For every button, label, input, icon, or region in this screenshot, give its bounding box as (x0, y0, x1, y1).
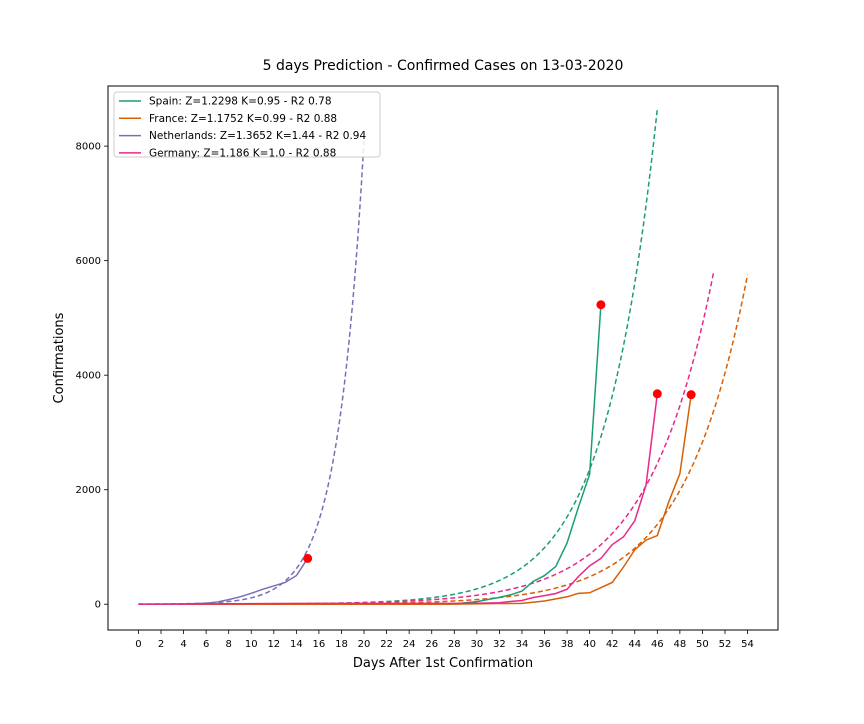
x-tick-label: 46 (651, 639, 664, 650)
last-point-marker-series-2 (303, 553, 313, 563)
last-point-marker-series-0 (596, 300, 606, 310)
x-tick-label: 30 (470, 639, 483, 650)
last-point-marker-series-3 (652, 389, 662, 399)
x-tick-label: 34 (516, 639, 529, 650)
prediction-line-series-1 (138, 274, 749, 605)
x-tick-label: 50 (696, 639, 709, 650)
x-tick-label: 18 (335, 639, 348, 650)
y-tick-label: 0 (95, 600, 101, 611)
y-tick-label: 2000 (76, 485, 101, 496)
x-tick-label: 4 (180, 639, 186, 650)
x-tick-label: 28 (448, 639, 461, 650)
y-tick-label: 4000 (76, 371, 101, 382)
x-tick-label: 16 (313, 639, 326, 650)
x-tick-label: 52 (719, 639, 732, 650)
x-tick-label: 2 (158, 639, 164, 650)
y-tick-label: 6000 (76, 256, 101, 267)
actual-line-series-2 (138, 558, 309, 605)
legend-label-series-3: Germany: Z=1.186 K=1.0 - R2 0.88 (149, 148, 336, 160)
x-tick-label: 24 (403, 639, 416, 650)
x-tick-label: 40 (583, 639, 596, 650)
actual-line-series-1 (138, 394, 692, 605)
x-tick-label: 0 (135, 639, 141, 650)
y-axis-label: Confirmations (52, 312, 67, 403)
prediction-line-series-2 (138, 140, 365, 605)
actual-line-series-3 (138, 393, 659, 605)
legend-label-series-0: Spain: Z=1.2298 K=0.95 - R2 0.78 (149, 96, 332, 108)
x-tick-label: 22 (380, 639, 393, 650)
x-axis-label: Days After 1st Confirmation (353, 656, 533, 671)
legend-label-series-2: Netherlands: Z=1.3652 K=1.44 - R2 0.94 (149, 130, 366, 142)
plot-area-frame (107, 85, 779, 631)
x-tick-label: 8 (226, 639, 232, 650)
prediction-line-series-0 (138, 108, 659, 605)
legend-label-series-1: France: Z=1.1752 K=0.99 - R2 0.88 (149, 113, 337, 125)
y-tick-label: 8000 (76, 142, 101, 153)
x-tick-label: 26 (425, 639, 438, 650)
x-tick-label: 42 (606, 639, 619, 650)
legend: Spain: Z=1.2298 K=0.95 - R2 0.78 France: … (113, 91, 381, 160)
legend-frame (113, 91, 381, 158)
x-tick-label: 48 (674, 639, 687, 650)
last-point-marker-series-1 (686, 390, 696, 400)
x-tick-label: 10 (245, 639, 258, 650)
x-tick-label: 38 (561, 639, 574, 650)
x-tick-label: 20 (358, 639, 371, 650)
chart-title: 5 days Prediction - Confirmed Cases on 1… (263, 58, 624, 74)
x-axis: 0 2 4 6 8 10 12 14 16 18 20 22 24 26 28 30 32 34 36 38 40 42 4… (135, 630, 754, 650)
x-tick-label: 54 (741, 639, 754, 650)
x-tick-label: 44 (628, 639, 641, 650)
y-axis: 0 2000 4000 6000 8000 (76, 142, 108, 611)
x-tick-label: 12 (267, 639, 280, 650)
x-tick-label: 32 (493, 639, 506, 650)
x-tick-label: 6 (203, 639, 209, 650)
prediction-line-series-3 (138, 271, 715, 605)
x-tick-label: 14 (290, 639, 303, 650)
x-tick-label: 36 (538, 639, 551, 650)
